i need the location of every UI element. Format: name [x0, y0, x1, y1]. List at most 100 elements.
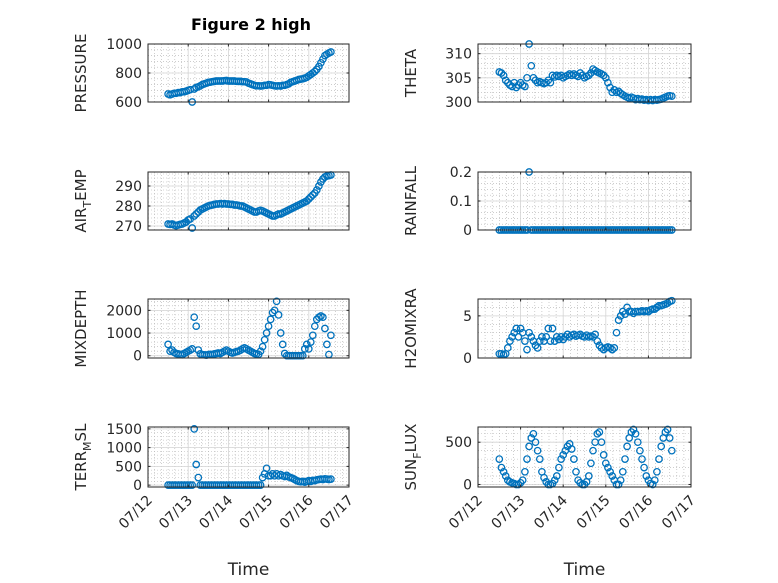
- tick-marks: [147, 299, 350, 358]
- data-point: [321, 324, 329, 333]
- data-point: [190, 212, 199, 220]
- data-point: [304, 345, 313, 353]
- data-point: [308, 191, 317, 199]
- data-point: [308, 331, 317, 340]
- y-axis-label-rest: LUX: [402, 424, 420, 453]
- data-point: [503, 344, 512, 352]
- data-point: [614, 480, 623, 489]
- data-point: [650, 476, 659, 485]
- data-point: [514, 333, 523, 341]
- data-point: [610, 344, 619, 352]
- data-point: [190, 313, 199, 322]
- figure-title: Figure 2 high: [191, 15, 311, 34]
- data-point: [282, 471, 291, 480]
- data-point: [188, 481, 197, 489]
- y-axis-label-main: PRESSURE: [72, 34, 90, 113]
- data-point: [614, 316, 623, 324]
- subplot-pressure: 600 800 1000 PRESSURE: [72, 34, 350, 113]
- data-point: [576, 69, 585, 77]
- data-point: [601, 459, 610, 468]
- data-point: [525, 328, 533, 337]
- data-point: [606, 83, 614, 92]
- tick-marks: [147, 172, 350, 230]
- data-point: [256, 347, 265, 356]
- y-tick-label: 305: [445, 71, 472, 87]
- data-point: [264, 322, 273, 331]
- data-point: [533, 446, 542, 455]
- data-series: [164, 171, 335, 232]
- axes-box: [147, 171, 350, 231]
- data-point: [315, 62, 323, 71]
- y-axis-label: TERRMSL: [72, 423, 94, 492]
- tick-marks: [147, 427, 350, 487]
- data-point: [548, 324, 557, 333]
- data-point: [542, 333, 551, 341]
- data-point: [610, 86, 619, 94]
- data-point: [535, 337, 544, 345]
- x-axis-label: Time: [227, 560, 270, 580]
- y-tick-label: 280: [115, 199, 142, 215]
- data-point: [535, 455, 544, 463]
- data-point: [597, 438, 606, 447]
- data-point: [306, 193, 315, 201]
- data-point: [621, 455, 629, 463]
- data-point: [327, 331, 335, 340]
- y-axis-label: SUNFLUX: [402, 424, 424, 491]
- data-point: [501, 472, 510, 480]
- data-point: [557, 455, 565, 463]
- data-point: [323, 340, 331, 349]
- data-point: [633, 438, 642, 447]
- data-point: [559, 451, 568, 459]
- data-point: [584, 472, 593, 480]
- data-point: [527, 434, 536, 442]
- data-point: [623, 303, 631, 312]
- data-point: [616, 476, 625, 485]
- data-point: [655, 455, 663, 463]
- data-point: [608, 472, 617, 480]
- data-point: [529, 429, 538, 438]
- data-point: [302, 340, 311, 349]
- data-point: [538, 333, 546, 341]
- y-axis-label-rest: EMP: [72, 169, 90, 200]
- y-axis-label: THETA: [402, 48, 420, 98]
- y-axis-label: RAINFALL: [402, 165, 420, 236]
- data-point: [327, 48, 335, 56]
- subplot-air_temp: 270 280 290 AIRTEMP: [72, 169, 350, 235]
- data-series: [164, 425, 335, 489]
- y-tick-label: 0.2: [450, 165, 472, 181]
- data-point: [604, 463, 612, 472]
- y-tick-label: 5: [463, 309, 472, 325]
- data-point: [499, 467, 508, 476]
- data-point: [497, 463, 506, 472]
- y-tick-label: 1000: [106, 326, 142, 342]
- data-point: [595, 428, 604, 436]
- data-point: [190, 85, 199, 93]
- y-tick-label: 0: [133, 349, 142, 365]
- data-point: [567, 445, 576, 453]
- data-point: [642, 472, 651, 480]
- data-point: [612, 328, 621, 337]
- data-point: [546, 337, 555, 345]
- data-point: [523, 345, 531, 354]
- data-point: [544, 324, 553, 333]
- y-tick-label: 600: [115, 95, 142, 111]
- data-point: [518, 476, 527, 485]
- data-point: [653, 467, 661, 476]
- data-point: [525, 442, 533, 451]
- subplot-theta: 300 305 310 THETA: [402, 40, 692, 111]
- axes-box: [147, 426, 350, 488]
- data-point: [278, 340, 287, 349]
- data-point: [512, 83, 521, 92]
- y-tick-label: 270: [115, 219, 142, 235]
- y-axis-label-main: H2OMIXRA: [402, 288, 420, 369]
- y-tick-label: 0.1: [450, 194, 472, 210]
- data-point: [256, 481, 265, 489]
- y-axis-label-main: THETA: [402, 48, 420, 98]
- data-point: [266, 315, 275, 324]
- y-axis-label: AIRTEMP: [72, 169, 94, 232]
- data-point: [521, 467, 529, 476]
- y-axis-label-main: TERR: [72, 451, 90, 492]
- subplot-rainfall: 0 0.1 0.2 RAINFALL: [402, 165, 692, 239]
- data-point: [188, 224, 197, 232]
- y-tick-label: 800: [115, 66, 142, 82]
